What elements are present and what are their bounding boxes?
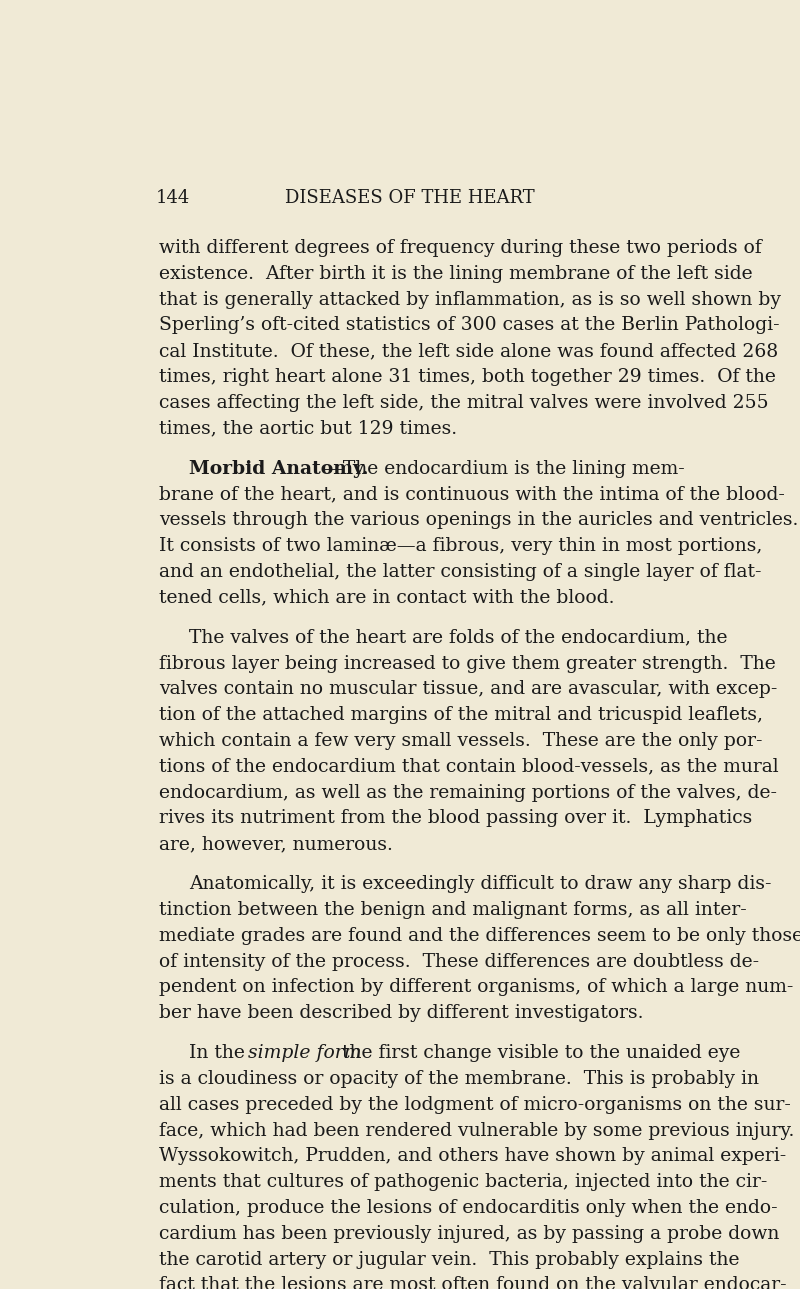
Text: Anatomically, it is exceedingly difficult to draw any sharp dis-: Anatomically, it is exceedingly difficul…	[189, 875, 771, 893]
Text: Wyssokowitch, Prudden, and others have shown by animal experi-: Wyssokowitch, Prudden, and others have s…	[159, 1147, 786, 1165]
Text: cases affecting the left side, the mitral valves were involved 255: cases affecting the left side, the mitra…	[159, 394, 769, 412]
Text: pendent on infection by different organisms, of which a large num-: pendent on infection by different organi…	[159, 978, 794, 996]
Text: vessels through the various openings in the auricles and ventricles.: vessels through the various openings in …	[159, 512, 798, 530]
Text: times, right heart alone 31 times, both together 29 times.  Of the: times, right heart alone 31 times, both …	[159, 369, 776, 387]
Text: rives its nutriment from the blood passing over it.  Lymphatics: rives its nutriment from the blood passi…	[159, 809, 752, 828]
Text: which contain a few very small vessels.  These are the only por-: which contain a few very small vessels. …	[159, 732, 762, 750]
Text: fibrous layer being increased to give them greater strength.  The: fibrous layer being increased to give th…	[159, 655, 776, 673]
Text: and an endothelial, the latter consisting of a single layer of flat-: and an endothelial, the latter consistin…	[159, 563, 762, 581]
Text: fact that the lesions are most often found on the valvular endocar-: fact that the lesions are most often fou…	[159, 1276, 786, 1289]
Text: cardium has been previously injured, as by passing a probe down: cardium has been previously injured, as …	[159, 1225, 779, 1243]
Text: the first change visible to the unaided eye: the first change visible to the unaided …	[335, 1044, 740, 1062]
Text: are, however, numerous.: are, however, numerous.	[159, 835, 393, 853]
Text: The valves of the heart are folds of the endocardium, the: The valves of the heart are folds of the…	[189, 629, 727, 647]
Text: In the: In the	[189, 1044, 250, 1062]
Text: all cases preceded by the lodgment of micro-organisms on the sur-: all cases preceded by the lodgment of mi…	[159, 1096, 790, 1114]
Text: valves contain no muscular tissue, and are avascular, with excep-: valves contain no muscular tissue, and a…	[159, 681, 778, 699]
Text: endocardium, as well as the remaining portions of the valves, de-: endocardium, as well as the remaining po…	[159, 784, 777, 802]
Text: existence.  After birth it is the lining membrane of the left side: existence. After birth it is the lining …	[159, 264, 753, 282]
Text: brane of the heart, and is continuous with the intima of the blood-: brane of the heart, and is continuous wi…	[159, 486, 785, 504]
Text: times, the aortic but 129 times.: times, the aortic but 129 times.	[159, 420, 457, 438]
Text: tinction between the benign and malignant forms, as all inter-: tinction between the benign and malignan…	[159, 901, 746, 919]
Text: of intensity of the process.  These differences are doubtless de-: of intensity of the process. These diffe…	[159, 953, 759, 971]
Text: the carotid artery or jugular vein.  This probably explains the: the carotid artery or jugular vein. This…	[159, 1250, 739, 1268]
Text: cal Institute.  Of these, the left side alone was found affected 268: cal Institute. Of these, the left side a…	[159, 343, 778, 360]
Text: ments that cultures of pathogenic bacteria, injected into the cir-: ments that cultures of pathogenic bacter…	[159, 1173, 767, 1191]
Text: with different degrees of frequency during these two periods of: with different degrees of frequency duri…	[159, 238, 762, 257]
Text: culation, produce the lesions of endocarditis only when the endo-: culation, produce the lesions of endocar…	[159, 1199, 778, 1217]
Text: tion of the attached margins of the mitral and tricuspid leaflets,: tion of the attached margins of the mitr…	[159, 706, 763, 724]
Text: simple form: simple form	[248, 1044, 361, 1062]
Text: mediate grades are found and the differences seem to be only those: mediate grades are found and the differe…	[159, 927, 800, 945]
Text: that is generally attacked by inflammation, as is so well shown by: that is generally attacked by inflammati…	[159, 290, 781, 308]
Text: —The endocardium is the lining mem-: —The endocardium is the lining mem-	[324, 460, 685, 478]
Text: DISEASES OF THE HEART: DISEASES OF THE HEART	[285, 189, 535, 208]
Text: tened cells, which are in contact with the blood.: tened cells, which are in contact with t…	[159, 589, 614, 607]
Text: ber have been described by different investigators.: ber have been described by different inv…	[159, 1004, 643, 1022]
Text: 144: 144	[156, 189, 190, 208]
Text: Morbid Anatomy.: Morbid Anatomy.	[189, 460, 368, 478]
Text: face, which had been rendered vulnerable by some previous injury.: face, which had been rendered vulnerable…	[159, 1121, 794, 1139]
Text: Sperling’s oft-cited statistics of 300 cases at the Berlin Pathologi-: Sperling’s oft-cited statistics of 300 c…	[159, 317, 779, 334]
Text: It consists of two laminæ—a fibrous, very thin in most portions,: It consists of two laminæ—a fibrous, ver…	[159, 538, 762, 556]
Text: tions of the endocardium that contain blood-vessels, as the mural: tions of the endocardium that contain bl…	[159, 758, 778, 776]
Text: is a cloudiness or opacity of the membrane.  This is probably in: is a cloudiness or opacity of the membra…	[159, 1070, 759, 1088]
